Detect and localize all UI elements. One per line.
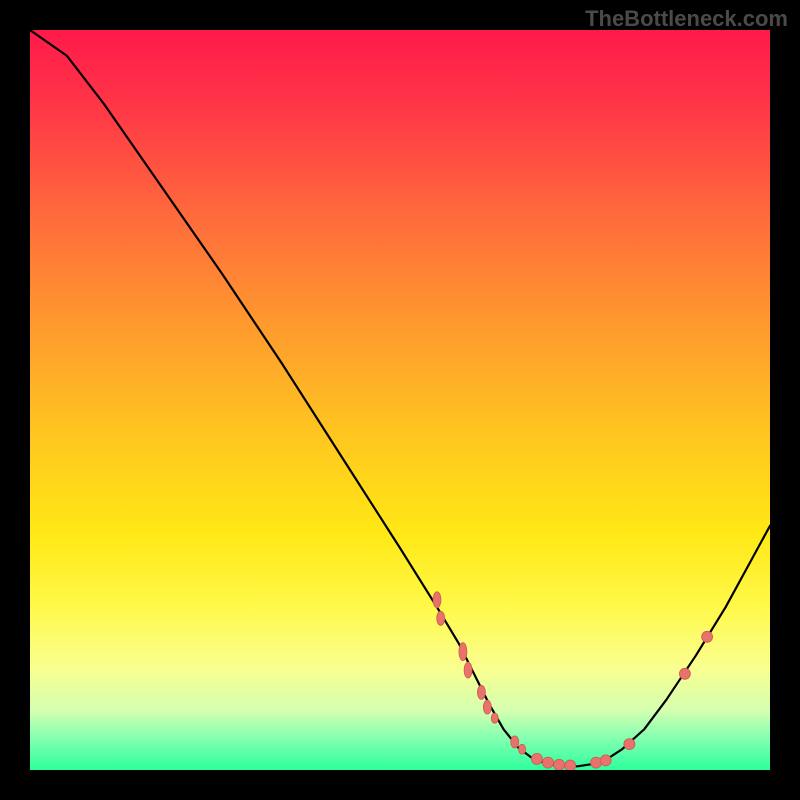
chart-container: TheBottleneck.com	[0, 0, 800, 800]
data-marker	[554, 759, 565, 770]
data-marker	[543, 757, 554, 768]
gradient-background	[30, 30, 770, 770]
data-marker	[511, 736, 519, 748]
data-marker	[624, 739, 635, 750]
data-marker	[464, 662, 472, 678]
data-marker	[491, 713, 498, 723]
data-marker	[459, 643, 467, 661]
plot-area	[30, 30, 770, 770]
data-marker	[565, 760, 576, 770]
data-marker	[702, 631, 713, 642]
data-marker	[477, 685, 485, 699]
watermark-text: TheBottleneck.com	[585, 6, 788, 32]
data-marker	[433, 592, 441, 608]
chart-svg	[30, 30, 770, 770]
data-marker	[519, 744, 526, 754]
data-marker	[437, 611, 445, 625]
data-marker	[600, 755, 611, 766]
data-marker	[483, 700, 491, 714]
data-marker	[531, 753, 542, 764]
data-marker	[591, 757, 602, 768]
data-marker	[679, 668, 690, 679]
